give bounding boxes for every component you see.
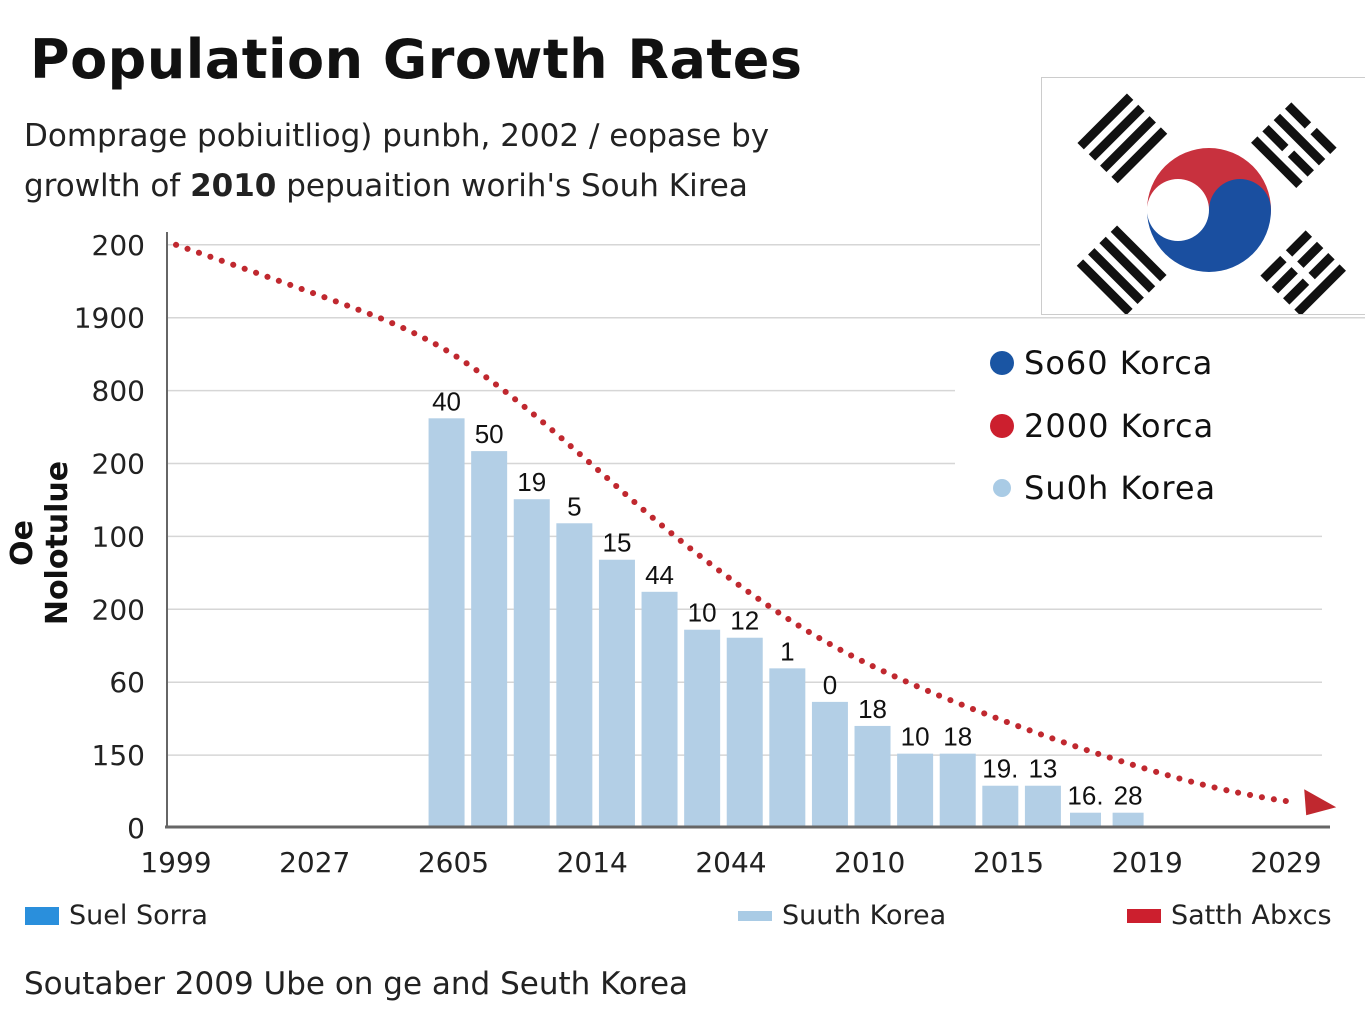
trend-arrow-icon [1304, 789, 1337, 816]
bar [811, 701, 848, 828]
bar-data-label: 50 [475, 419, 504, 449]
legend-item-1: So60 Korca [990, 344, 1213, 382]
bar-data-label: 15 [602, 528, 631, 558]
bar-data-label: 0 [823, 670, 837, 700]
bar-data-label: 19. [982, 754, 1018, 784]
bar-data-label: 13 [1028, 754, 1057, 784]
y-tick-label: 200 [92, 448, 145, 481]
legend-label: So60 Korca [1024, 344, 1214, 382]
legend-item-2: 2000 Korca [990, 407, 1214, 445]
legend-label: Satth Abxcs [1171, 900, 1332, 931]
legend-label: Suel Sorra [69, 900, 208, 931]
bar-data-label: 18 [943, 722, 972, 752]
bar [897, 753, 934, 828]
legend-swatch-icon [738, 910, 772, 921]
bar-data-label: 16. [1067, 781, 1103, 811]
bar-data-label: 18 [858, 694, 887, 724]
bar [556, 523, 593, 828]
x-tick-label: 2010 [834, 846, 905, 879]
subtitle-line-1: Domprage pobiuitliog) punbh, 2002 / eopa… [24, 118, 770, 154]
x-tick-label: 2044 [695, 846, 766, 879]
bar [684, 629, 721, 828]
legend-dot-icon [990, 351, 1014, 375]
x-tick-label: 1999 [140, 846, 211, 879]
y-tick-label: 1900 [74, 302, 145, 335]
x-tick-label: 2019 [1112, 846, 1183, 879]
bar [854, 725, 891, 828]
bar [1112, 812, 1144, 828]
legend-label: Suuth Korea [782, 900, 947, 931]
bar-data-label: 5 [567, 491, 581, 521]
x-tick-label: 2015 [973, 846, 1044, 879]
bar-data-label: 19 [517, 467, 546, 497]
bar-data-label: 1 [780, 636, 794, 666]
bar-data-label: 40 [432, 386, 461, 416]
subtitle-pre: growlth of [24, 168, 191, 204]
y-tick-label: 200 [92, 593, 145, 626]
bar [471, 451, 508, 828]
y-tick-label: 150 [92, 739, 145, 772]
x-tick-label: 2027 [279, 846, 350, 879]
south-korea-flag [1041, 77, 1365, 315]
bar-data-label: 12 [730, 606, 759, 636]
x-tick-label: 2014 [557, 846, 628, 879]
y-tick-label: 800 [92, 375, 145, 408]
y-axis-label: Oe Nolotulue [5, 460, 75, 626]
trend-line [173, 241, 1296, 805]
footer-note: Soutaber 2009 Ube on ge and Seuth Korea [24, 966, 689, 1002]
y-tick-label: 60 [109, 666, 145, 699]
bar [726, 637, 763, 828]
subtitle-bold-year: 2010 [190, 168, 277, 204]
bar [428, 418, 465, 828]
subtitle-post: pepuaition worih's Souh Kirea [276, 168, 748, 204]
bar-data-label: 28 [1114, 781, 1143, 811]
legend-dot-icon [993, 479, 1011, 497]
bar [1070, 812, 1102, 828]
bar-data-label: 44 [645, 560, 674, 590]
bar-data-label: 10 [688, 598, 717, 628]
legend-swatch-icon [25, 906, 59, 925]
bottom-legend-item-3: Satth Abxcs [1127, 900, 1332, 931]
bar [641, 591, 678, 828]
bottom-legend-item-1: Suel Sorra [25, 900, 208, 931]
flag-icon [1076, 93, 1346, 314]
bar [1024, 785, 1061, 828]
subtitle-line-2: growlth of 2010 pepuaition worih's Souh … [24, 168, 748, 204]
bar [982, 785, 1019, 828]
legend-label: Su0h Korea [1024, 469, 1217, 507]
legend-label: 2000 Korca [1024, 407, 1215, 445]
bar [598, 559, 635, 828]
bottom-legend-item-2: Suuth Korea [738, 900, 946, 931]
bar-data-label: 10 [901, 722, 930, 752]
chart-title: Population Growth Rates [30, 28, 803, 91]
legend-swatch-icon [1127, 908, 1161, 923]
legend-dot-icon [990, 414, 1014, 438]
x-tick-label: 2605 [418, 846, 489, 879]
y-tick-label: 0 [127, 812, 145, 845]
bar [939, 753, 976, 828]
y-tick-label: 100 [92, 520, 145, 553]
bar [513, 499, 550, 828]
x-tick-label: 2029 [1250, 846, 1321, 879]
y-tick-label: 200 [92, 229, 145, 262]
bar [769, 668, 806, 828]
legend-item-3: Su0h Korea [990, 469, 1216, 507]
